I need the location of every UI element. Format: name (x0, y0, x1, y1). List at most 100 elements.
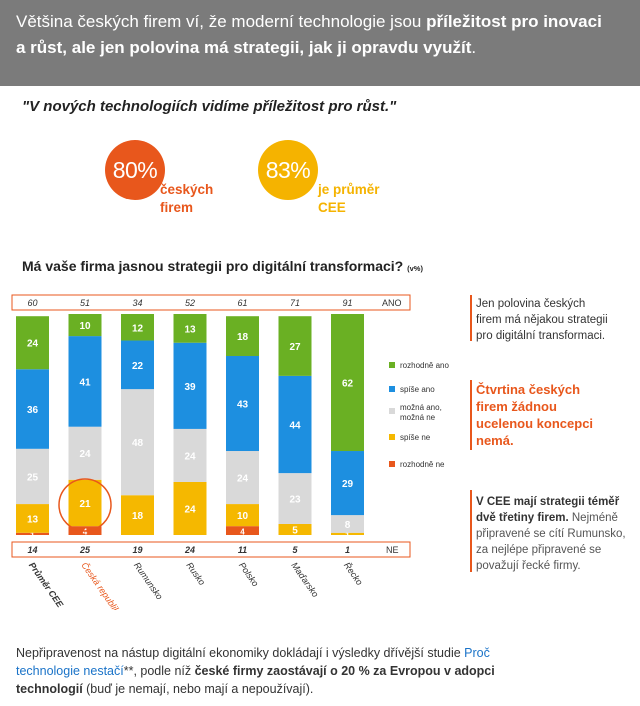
bar-segment (121, 340, 154, 390)
bar-value-label: 24 (184, 451, 196, 462)
ne-total-label: 25 (79, 545, 91, 555)
side-note-2: Čtvrtina českých firem žádnou ucelenou k… (476, 382, 594, 448)
bar-value-label: 27 (289, 342, 301, 353)
stat-circle-cee: 83% (258, 140, 318, 200)
header-text: . (471, 38, 477, 57)
bar-segment (226, 526, 259, 535)
bar-value-label: 8 (345, 520, 351, 531)
bar-value-label: 43 (237, 400, 249, 411)
bar-value-label: 4 (83, 528, 88, 537)
ne-total-label: 1 (345, 545, 350, 555)
bar-segment (226, 316, 259, 356)
bar-value-label: 4 (240, 528, 245, 537)
legend-label: spíše ano (400, 385, 435, 394)
bar-segment (226, 355, 259, 452)
ne-total-label: 19 (132, 545, 142, 555)
ano-total-label: 91 (342, 298, 352, 308)
header-bold: a růst, ale jen polovina má strategii, j… (16, 38, 472, 57)
bar-segment (278, 375, 312, 474)
bar-segment (173, 342, 207, 429)
ano-total-label: 61 (237, 298, 247, 308)
bar-value-label: 44 (289, 421, 301, 432)
legend-label: rozhodně ano (400, 361, 449, 370)
legend-swatch (389, 362, 395, 368)
chart-title: Má vaše firma jasnou strategii pro digit… (22, 258, 423, 274)
ne-total-label: 24 (184, 545, 195, 555)
bar-value-label: 36 (27, 405, 39, 416)
ne-total-label: 11 (238, 545, 247, 555)
ne-total-label: 5 (292, 545, 298, 555)
bar-value-label: 22 (132, 361, 144, 372)
chart-title-text: Má vaše firma jasnou strategii pro digit… (22, 258, 404, 274)
legend-label: spíše ne (400, 433, 431, 442)
header-bold: příležitost pro inovaci (426, 12, 602, 31)
bar-value-label: 23 (289, 495, 301, 506)
header-text: Většina českých firem ví, že moderní tec… (16, 12, 427, 31)
bar-segment (226, 451, 259, 505)
side-note-3-bold: V CEE mají strategii téměř dvě třetiny f… (476, 496, 620, 524)
bar-value-label: 24 (184, 504, 196, 515)
ano-total-label: 34 (132, 298, 142, 308)
ano-total-label: 60 (27, 298, 37, 308)
legend-swatch (389, 461, 395, 467)
bar-segment (121, 495, 154, 535)
bar-segment (68, 336, 102, 427)
note-divider (470, 490, 472, 572)
ne-axis-label: NE (386, 545, 399, 555)
legend-label: možná ano, (400, 403, 442, 412)
ano-axis-label: ANO (382, 298, 402, 308)
bar-value-label: 13 (184, 324, 196, 335)
bar-value-label: 21 (79, 499, 91, 510)
category-tick-label: Maďarsko (289, 560, 320, 599)
bar-value-label: 1 (30, 531, 35, 540)
study-link[interactable]: Proč technologie nestačí (16, 646, 490, 678)
side-note-3: V CEE mají strategii téměř dvě třetiny f… (476, 494, 626, 574)
bar-segment (16, 448, 49, 505)
ano-total-label: 52 (185, 298, 195, 308)
footer-text: Nepřipravenost na nástup digitální ekono… (16, 644, 496, 698)
bar-value-label: 10 (79, 321, 91, 332)
stat-circle-cz: 80% (105, 140, 165, 200)
ano-total-label: 71 (290, 298, 300, 308)
bar-segment (173, 314, 207, 343)
bar-segment (68, 314, 102, 337)
bar-value-label: 24 (237, 474, 249, 485)
note-divider (470, 295, 472, 341)
ano-row-box (11, 294, 411, 311)
bar-segment (121, 314, 154, 341)
bar-value-label: 39 (184, 382, 196, 393)
bar-segment (173, 428, 207, 482)
header-line-1: Většina českých firem ví, že moderní tec… (16, 10, 602, 34)
category-tick-label: Průměr CEE (27, 560, 66, 610)
bar-segment (16, 504, 49, 533)
bar-segment (68, 426, 102, 480)
note-divider (470, 380, 472, 450)
bar-value-label: 41 (79, 377, 91, 388)
bar-value-label: 48 (132, 438, 144, 449)
bar-segment (68, 479, 102, 527)
legend-label: rozhodně ne (400, 460, 445, 469)
footer-part: **, podle níž (123, 664, 195, 678)
header-banner: Většina českých firem ví, že moderní tec… (0, 0, 640, 86)
bar-value-label: 25 (27, 472, 39, 483)
bar-segment (16, 316, 49, 370)
bar-segment (16, 369, 49, 449)
stat-label-cee: je průměr CEE (318, 182, 380, 215)
legend-swatch (389, 386, 395, 392)
bar-value-label: 1 (345, 531, 350, 540)
bar-segment (226, 504, 259, 527)
chart-unit: (v%) (407, 264, 423, 273)
bar-segment (331, 314, 364, 452)
bar-value-label: 12 (132, 323, 144, 334)
bar-segment (121, 389, 154, 496)
legend-label: možná ne (400, 413, 436, 422)
category-tick-label: Rusko (184, 560, 207, 587)
bar-segment (278, 473, 312, 524)
bar-value-label: 62 (342, 379, 354, 390)
stat-label-cz: českých firem (160, 182, 214, 215)
ne-row-box (11, 541, 411, 558)
category-tick-label: Řecko (342, 560, 365, 587)
footer-bold: české firmy zaostávají o 20 % za Evropou… (16, 664, 495, 696)
bar-segment (331, 515, 364, 533)
